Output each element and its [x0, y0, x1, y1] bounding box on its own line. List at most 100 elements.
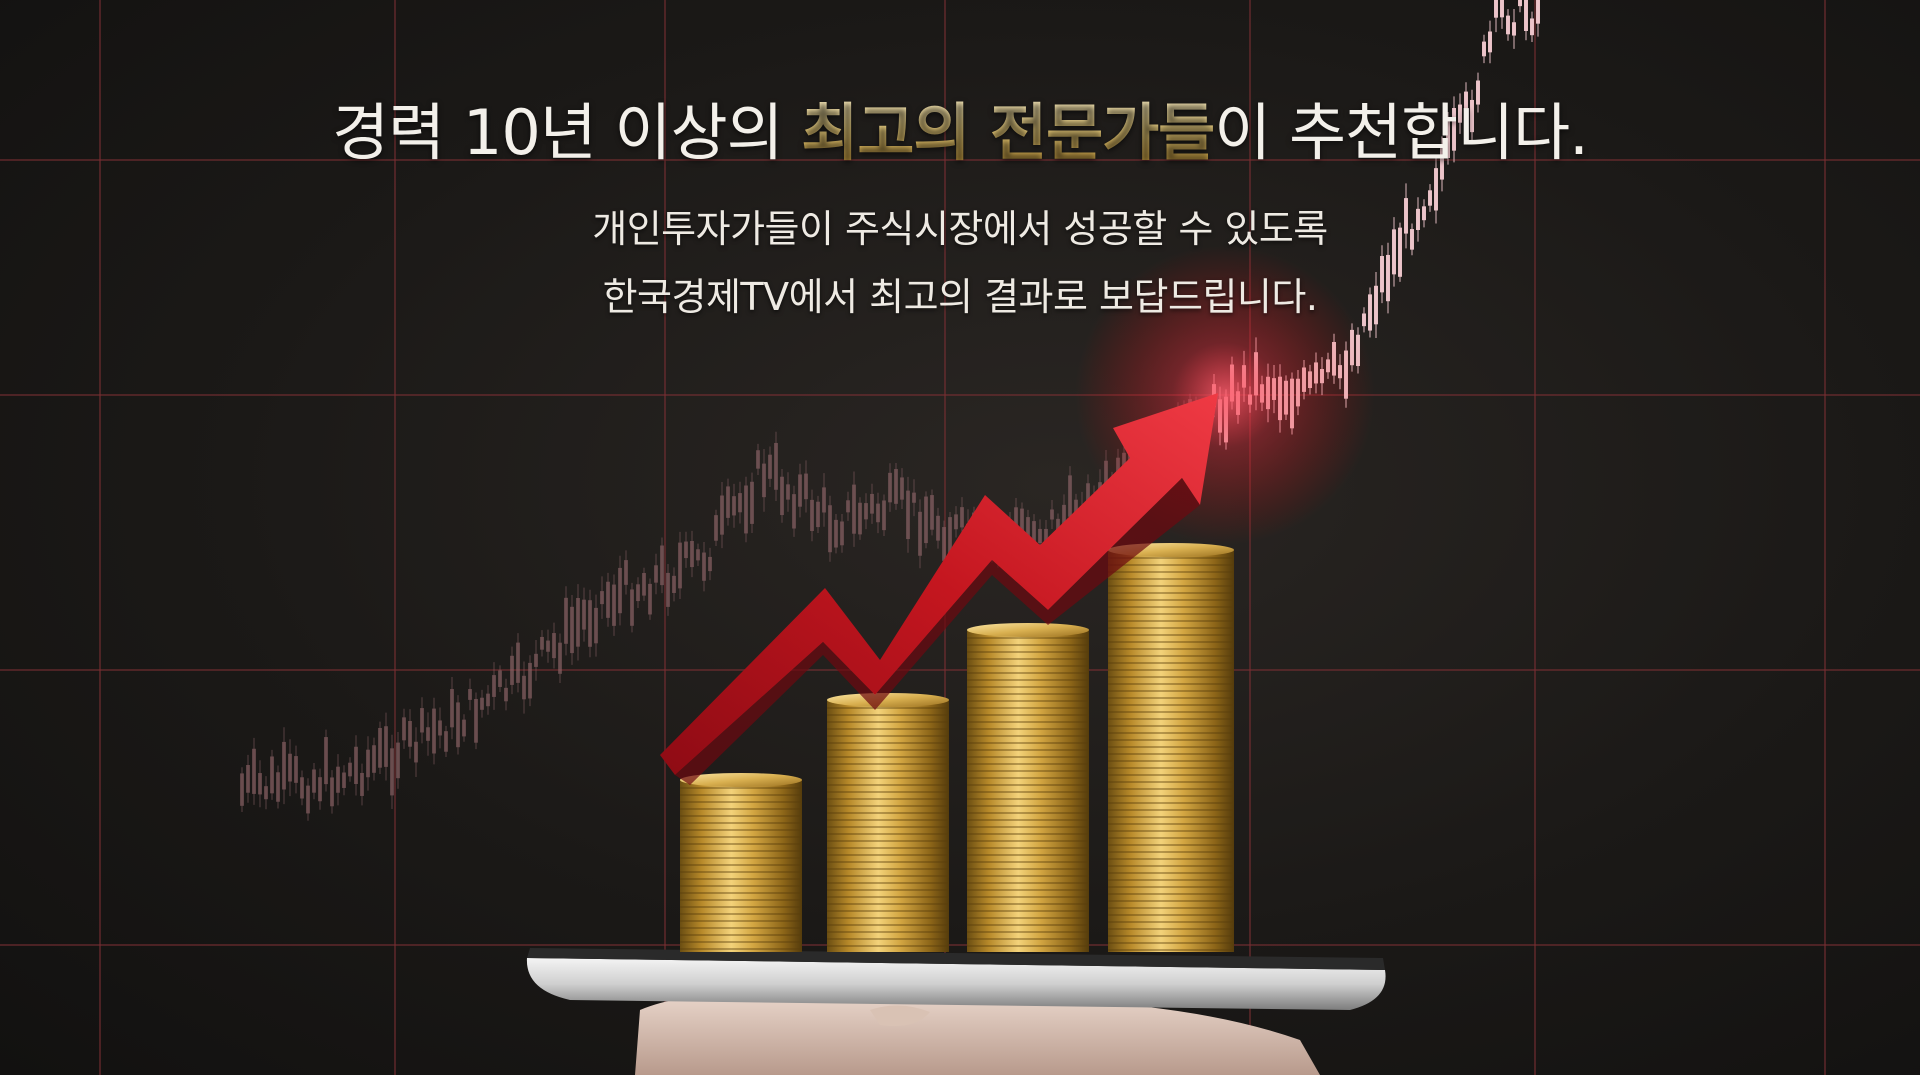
candle-body [432, 708, 436, 754]
candle-body [1494, 0, 1498, 18]
candle-body [804, 473, 808, 500]
candle-body [738, 493, 742, 513]
candle-body [1368, 294, 1372, 331]
candle-body [1458, 104, 1462, 123]
candle-body [594, 607, 598, 644]
candle-body [1500, 0, 1504, 18]
candle-body [264, 786, 268, 800]
candle-body [1536, 0, 1540, 24]
candle-body [762, 463, 766, 498]
candle-body [438, 720, 442, 736]
coin-stack-icon [680, 773, 802, 952]
candle-body [828, 505, 832, 553]
candle-body [456, 702, 460, 748]
candle-body [306, 785, 310, 814]
headline-part1: 경력 10년 이상의 [332, 96, 802, 169]
candle-body [630, 589, 634, 626]
candle-body [1038, 528, 1042, 544]
coin-stack-body [680, 780, 802, 952]
candle-body [912, 492, 916, 503]
candle-body [1506, 15, 1510, 35]
trend-arrow-icon [660, 393, 1218, 785]
coin-stack-icon [827, 693, 949, 952]
candle-body [816, 501, 820, 528]
candle-body [342, 772, 346, 788]
candle-body [300, 777, 304, 799]
candle-body [246, 764, 250, 793]
candle-body [876, 503, 880, 523]
candle-body [324, 737, 328, 785]
candle-body [288, 753, 292, 782]
candle-body [252, 748, 256, 794]
candle-body [402, 717, 406, 741]
candle-body [864, 503, 868, 520]
candle-body [1482, 41, 1486, 57]
candle-body [600, 591, 604, 605]
candle-body [330, 777, 334, 807]
candle-body [1086, 483, 1090, 506]
candle-body [786, 484, 790, 500]
candle-body [750, 481, 754, 524]
headline-part2: 이 추천합니다. [1214, 96, 1589, 169]
candle-body [1422, 206, 1426, 221]
candle-body [768, 454, 772, 479]
candle-body [924, 496, 928, 544]
candle-body [936, 515, 940, 541]
candle-body [654, 565, 658, 583]
candle-body [1416, 208, 1420, 231]
candle-body [822, 487, 826, 513]
candle-body [1476, 80, 1480, 105]
candle-body [1392, 229, 1396, 275]
coin-stack-icon [967, 623, 1089, 952]
candle-body [480, 697, 484, 710]
candle-body [948, 517, 952, 556]
candle-body [366, 749, 370, 778]
candle-body [834, 519, 838, 548]
candle-body [1452, 108, 1456, 151]
candle-body [906, 490, 910, 540]
candle-body [462, 719, 466, 737]
candle-body [240, 773, 244, 806]
coin-top [680, 773, 802, 787]
candle-body [1470, 99, 1474, 133]
candle-body [1440, 148, 1444, 180]
candle-body [1026, 517, 1030, 544]
candle-body [618, 567, 622, 614]
candle-body [294, 756, 298, 783]
candle-body [378, 727, 382, 768]
candle-body [360, 772, 364, 796]
candle-body [648, 583, 652, 615]
candle-body [408, 720, 412, 747]
candle-body [522, 675, 526, 700]
candle-body [1050, 509, 1054, 520]
coin-stack-body [827, 700, 949, 952]
candle-body [708, 556, 712, 572]
candle-body [414, 741, 418, 763]
candle-body [798, 474, 802, 507]
candle-body [1398, 227, 1402, 277]
candle-body [510, 655, 514, 685]
candle-body [696, 549, 700, 561]
coin-top [967, 623, 1089, 637]
candle-body [420, 708, 424, 733]
candle-body [1524, 0, 1528, 32]
candle-body [258, 773, 262, 795]
candle-body [612, 584, 616, 626]
candle-body [720, 495, 724, 535]
candle-body [894, 469, 898, 504]
candle-body [606, 581, 610, 618]
candle-body [318, 777, 322, 802]
candle-body [672, 575, 676, 593]
candle-body [726, 486, 730, 518]
candle-body [1446, 118, 1450, 158]
candle-body [1530, 18, 1534, 36]
candle-body [498, 670, 502, 687]
tablet-icon [526, 948, 1386, 1010]
candle-body [840, 521, 844, 546]
candle-body [444, 731, 448, 752]
candle-body [1380, 256, 1384, 293]
candle-body [354, 746, 358, 784]
candle-body [1434, 168, 1438, 211]
candle-body [846, 500, 850, 513]
